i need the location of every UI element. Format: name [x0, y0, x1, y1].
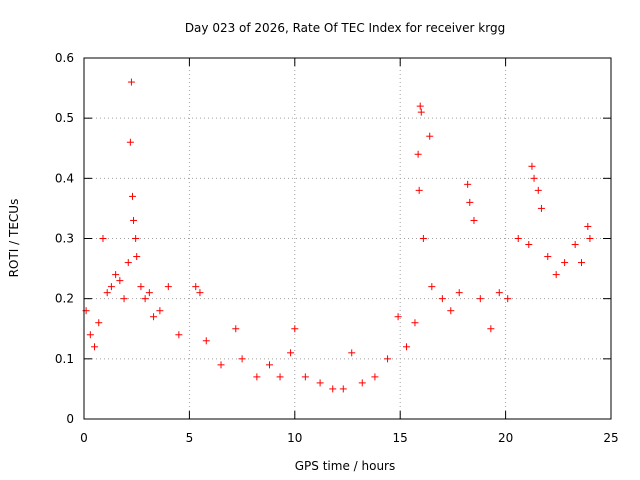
data-point — [276, 373, 284, 381]
data-point — [544, 253, 552, 261]
data-point — [253, 373, 261, 381]
data-point — [530, 174, 538, 182]
data-point — [416, 102, 424, 110]
data-point — [137, 283, 145, 291]
chart-title: Day 023 of 2026, Rate Of TEC Index for r… — [185, 21, 505, 35]
data-point — [266, 361, 274, 369]
y-tick-label: 0.1 — [55, 352, 74, 366]
data-point — [476, 295, 484, 303]
data-point — [426, 132, 434, 140]
data-point — [455, 289, 463, 297]
data-point — [411, 319, 419, 327]
y-tick-label: 0.6 — [55, 51, 74, 65]
data-point — [358, 379, 366, 387]
x-tick-label: 5 — [186, 431, 194, 445]
x-tick-label: 15 — [393, 431, 408, 445]
data-point — [124, 259, 132, 267]
data-point — [103, 289, 111, 297]
x-tick-label: 10 — [287, 431, 302, 445]
data-point — [394, 313, 402, 321]
data-point — [466, 198, 474, 206]
data-point — [217, 361, 225, 369]
data-point — [552, 271, 560, 279]
x-tick-label: 0 — [80, 431, 88, 445]
data-point — [584, 222, 592, 230]
grid — [84, 58, 611, 419]
y-tick-label: 0.3 — [55, 232, 74, 246]
data-point — [95, 319, 103, 327]
x-tick-label: 20 — [498, 431, 513, 445]
data-point — [133, 253, 141, 261]
data-point — [504, 295, 512, 303]
data-point — [86, 331, 94, 339]
data-point — [414, 150, 422, 158]
y-tick-label: 0.2 — [55, 292, 74, 306]
data-point — [107, 283, 115, 291]
data-point — [287, 349, 295, 357]
data-point — [438, 295, 446, 303]
data-point — [417, 108, 425, 116]
data-point — [156, 307, 164, 315]
data-point — [495, 289, 503, 297]
data-point — [116, 277, 124, 285]
x-axis-label: GPS time / hours — [295, 459, 396, 473]
data-point — [577, 259, 585, 267]
data-point — [127, 78, 135, 86]
y-axis-label: ROTI / TECUs — [7, 199, 21, 278]
data-point — [232, 325, 240, 333]
data-point — [537, 204, 545, 212]
data-point — [130, 216, 138, 224]
data-point — [586, 235, 594, 242]
data-point — [348, 349, 356, 357]
data-point — [534, 186, 542, 194]
data-point — [175, 331, 183, 339]
data-point — [150, 313, 158, 321]
data-point — [238, 355, 246, 363]
data-point — [112, 271, 120, 279]
data-point — [202, 337, 210, 345]
data-point — [145, 289, 153, 297]
data-point — [447, 307, 455, 315]
data-point — [316, 379, 324, 387]
data-point — [329, 385, 337, 393]
data-point — [196, 289, 204, 297]
data-point — [525, 241, 533, 249]
data-point — [561, 259, 569, 267]
data-point — [126, 138, 134, 146]
data-point — [419, 235, 427, 242]
data-point — [164, 283, 172, 291]
x-tick-label: 25 — [603, 431, 618, 445]
data-point — [132, 235, 140, 242]
data-point — [291, 325, 299, 333]
plot-frame — [83, 57, 612, 420]
data-point — [528, 162, 536, 170]
data-point — [384, 355, 392, 363]
data-point — [428, 283, 436, 291]
data-point — [141, 295, 149, 303]
y-tick-label: 0.4 — [55, 171, 74, 185]
data-point — [571, 241, 579, 249]
data-point — [487, 325, 495, 333]
data-point — [128, 192, 136, 200]
data-point — [301, 373, 309, 381]
data-point — [514, 235, 522, 242]
data-point — [99, 235, 107, 242]
data-point — [120, 295, 128, 303]
y-tick-label: 0.5 — [55, 111, 74, 125]
data-points — [82, 78, 594, 393]
data-point — [91, 343, 99, 351]
axis-ticks: 0 5 10 15 20 25 0 0.1 0.2 0.3 0.4 0.5 0.6 — [55, 51, 619, 445]
data-point — [470, 216, 478, 224]
data-point — [415, 186, 423, 194]
data-point — [192, 283, 200, 291]
data-point — [403, 343, 411, 351]
data-point — [464, 180, 472, 188]
y-tick-label: 0 — [66, 412, 74, 426]
data-point — [339, 385, 347, 393]
data-point — [371, 373, 379, 381]
